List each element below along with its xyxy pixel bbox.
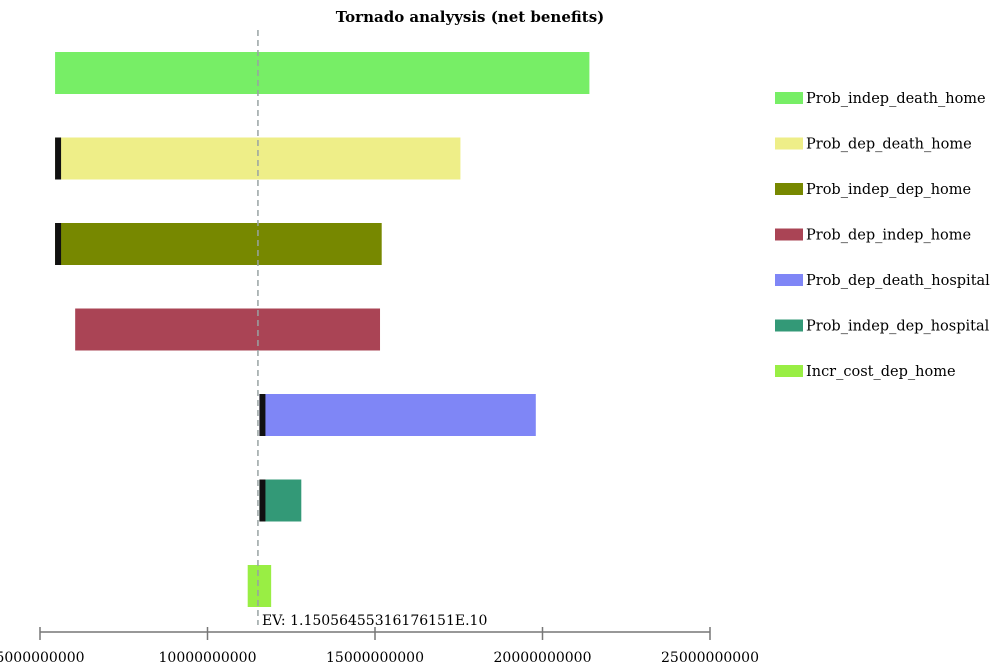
legend-swatch — [775, 274, 803, 286]
legend-label: Prob_dep_indep_home — [806, 228, 971, 244]
bars-layer: EV: 1.15056455316176151E.10 — [55, 30, 590, 629]
ev-label: EV: 1.15056455316176151E.10 — [262, 613, 487, 629]
bar-prob-dep-death-hospital — [259, 394, 536, 436]
bar-low-marker — [259, 479, 266, 522]
legend-label: Prob_dep_death_hospital — [806, 273, 990, 289]
legend-swatch — [775, 365, 803, 377]
legend-label: Incr_cost_dep_home — [806, 364, 956, 380]
bar-low-marker — [55, 223, 62, 265]
x-tick-label: 25000000000 — [661, 650, 759, 666]
legend-swatch — [775, 228, 803, 241]
bar-incr-cost-dep-home — [247, 565, 272, 607]
bar-prob-indep-dep-hospital — [259, 479, 302, 522]
bar-low-marker — [55, 137, 62, 180]
x-tick-label: 15000000000 — [326, 650, 424, 666]
x-tick-label: 20000000000 — [494, 650, 592, 666]
legend-label: Prob_indep_death_home — [806, 91, 986, 107]
legend-swatch — [775, 319, 803, 332]
legend-swatch — [775, 137, 803, 150]
legend-label: Prob_dep_death_home — [806, 137, 972, 153]
x-axis: 5000000000 10000000000 15000000000 20000000… — [0, 627, 759, 666]
legend-label: Prob_indep_dep_home — [806, 182, 971, 198]
legend-label: Prob_indep_dep_hospital — [806, 319, 990, 335]
bar-low-marker — [259, 394, 266, 436]
chart-title: Tornado analyysis (net benefits) — [336, 8, 605, 26]
bar-prob-dep-indep-home — [75, 308, 381, 351]
x-tick-label: 10000000000 — [159, 650, 257, 666]
bar-prob-indep-dep-home — [55, 223, 382, 265]
bar-prob-indep-death-home — [55, 52, 590, 94]
legend: Prob_indep_death_home Prob_dep_death_home… — [775, 91, 990, 380]
x-tick-label: 5000000000 — [0, 650, 85, 666]
legend-swatch — [775, 92, 803, 104]
legend-swatch — [775, 183, 803, 195]
